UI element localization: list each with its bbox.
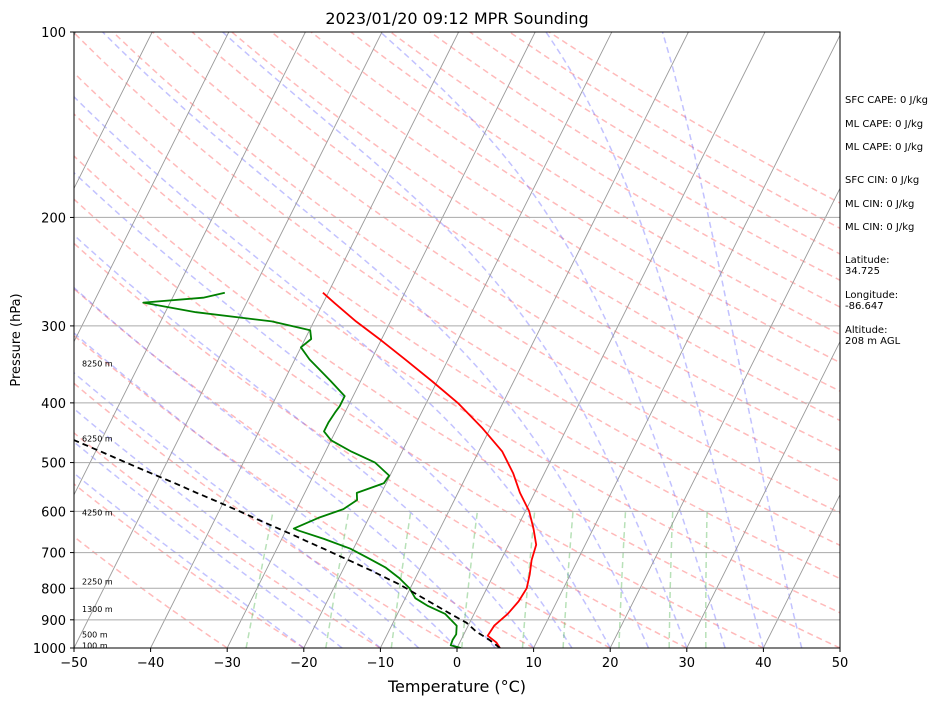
- height-label: 1300 m: [82, 605, 113, 614]
- moist-adiabat-line: [379, 32, 726, 648]
- y-tick-label: 900: [41, 614, 66, 629]
- y-tick-label: 700: [41, 547, 66, 562]
- dry-adiabat-line: [74, 112, 840, 614]
- sounding-profiles: [74, 291, 538, 648]
- dewpoint-profile: [142, 291, 462, 648]
- y-tick-label: 400: [41, 397, 66, 412]
- ml-cape-text: ML CAPE: 0 J/kg: [845, 119, 924, 130]
- moist-adiabat-line: [74, 407, 381, 648]
- dry-adiabat-line: [74, 155, 840, 648]
- dry-adiabat-line: [112, 32, 840, 514]
- isotherm-line: [533, 34, 840, 648]
- dry-adiabat-line: [74, 32, 840, 547]
- dry-adiabat-line: [350, 32, 840, 336]
- y-tick-label: 300: [41, 320, 66, 335]
- x-tick-label: −10: [367, 656, 394, 671]
- moist-adiabat-line: [661, 32, 803, 648]
- parcel-path: [74, 439, 501, 648]
- height-label: 2250 m: [82, 578, 113, 587]
- chart-title: 2023/01/20 09:12 MPR Sounding: [325, 9, 588, 28]
- moist-adiabat-line: [74, 171, 573, 648]
- ml-cin-text: ML CIN: 0 J/kg: [845, 199, 915, 210]
- isotherm-line: [762, 493, 840, 648]
- isotherm-line: [150, 32, 460, 648]
- dry-adiabat-line: [390, 32, 840, 308]
- x-tick-label: 20: [602, 656, 619, 671]
- x-tick-label: −40: [137, 656, 164, 671]
- y-tick-label: 200: [41, 211, 66, 226]
- altitude-label: Altitude:: [845, 325, 888, 336]
- dry-adiabat-line: [74, 382, 458, 648]
- height-label: 6250 m: [82, 435, 113, 444]
- y-axis-ticks: 100 200 300 400 500 600 700 800 900 1000: [33, 26, 74, 657]
- height-label: 4250 m: [82, 509, 113, 518]
- latitude-value: 34.725: [845, 266, 880, 277]
- dry-adiabat-line: [191, 32, 840, 452]
- x-tick-label: 50: [832, 656, 849, 671]
- moist-adiabat-line: [74, 95, 611, 648]
- y-tick-label: 100: [41, 26, 66, 41]
- moist-adiabat-line: [74, 441, 343, 648]
- moist-adiabat-line: [545, 32, 765, 648]
- moist-adiabat-line: [74, 234, 535, 648]
- height-label: 500 m: [82, 630, 108, 639]
- isotherm-line: [303, 32, 613, 648]
- x-tick-label: 40: [755, 656, 772, 671]
- x-tick-label: −50: [60, 656, 87, 671]
- x-tick-label: 10: [525, 656, 542, 671]
- y-axis-label: Pressure (hPa): [9, 293, 24, 386]
- isotherm-line: [74, 32, 230, 343]
- x-tick-label: 30: [679, 656, 696, 671]
- longitude-label: Longitude:: [845, 290, 899, 301]
- x-axis-label: Temperature (°C): [387, 677, 526, 696]
- x-tick-label: 0: [453, 656, 461, 671]
- moist-adiabat-line: [74, 472, 305, 648]
- x-axis-ticks: −50 −40 −30 −20 −10 0 10 20 30 40 50: [60, 648, 848, 671]
- isotherm-line: [74, 32, 153, 190]
- dry-adiabat-line: [74, 483, 305, 648]
- sfc-cin-text: SFC CIN: 0 J/kg: [845, 175, 920, 186]
- moist-adiabat-line: [74, 286, 496, 648]
- longitude-value: -86.647: [845, 301, 884, 312]
- x-tick-label: −30: [213, 656, 240, 671]
- dry-adiabat-line: [74, 242, 688, 648]
- dry-adiabat-line: [74, 287, 611, 648]
- height-label: 100 m: [82, 641, 108, 650]
- ml-cape-text-2: ML CAPE: 0 J/kg: [845, 142, 924, 153]
- isotherm-line: [74, 32, 306, 496]
- latitude-label: Latitude:: [845, 255, 890, 266]
- moist-adiabat-line: [222, 32, 688, 648]
- dry-adiabat-line: [74, 71, 840, 580]
- y-tick-label: 600: [41, 505, 66, 520]
- dry-adiabat-line: [74, 431, 381, 648]
- isotherm-line: [686, 340, 840, 648]
- dry-adiabat-line: [271, 32, 840, 392]
- sfc-cape-text: SFC CAPE: 0 J/kg: [845, 95, 928, 106]
- moist-adiabat-line: [74, 331, 458, 648]
- altitude-value: 208 m AGL: [845, 336, 901, 347]
- isotherm-line: [379, 32, 689, 648]
- height-label: 8250 m: [82, 359, 113, 368]
- temperature-profile: [322, 292, 538, 648]
- isotherm-line: [456, 32, 766, 648]
- y-tick-label: 500: [41, 457, 66, 472]
- isotherm-line: [609, 187, 840, 648]
- background-lines: [74, 32, 840, 648]
- ml-cin-text-2: ML CIN: 0 J/kg: [845, 222, 915, 233]
- dry-adiabat-line: [231, 32, 840, 422]
- height-labels: 100 m 500 m 1300 m 2250 m 4250 m 6250 m 8250 m: [82, 359, 113, 650]
- isotherm-line: [74, 32, 383, 648]
- y-tick-label: 1000: [33, 642, 66, 657]
- y-tick-label: 800: [41, 582, 66, 597]
- x-tick-label: −20: [290, 656, 317, 671]
